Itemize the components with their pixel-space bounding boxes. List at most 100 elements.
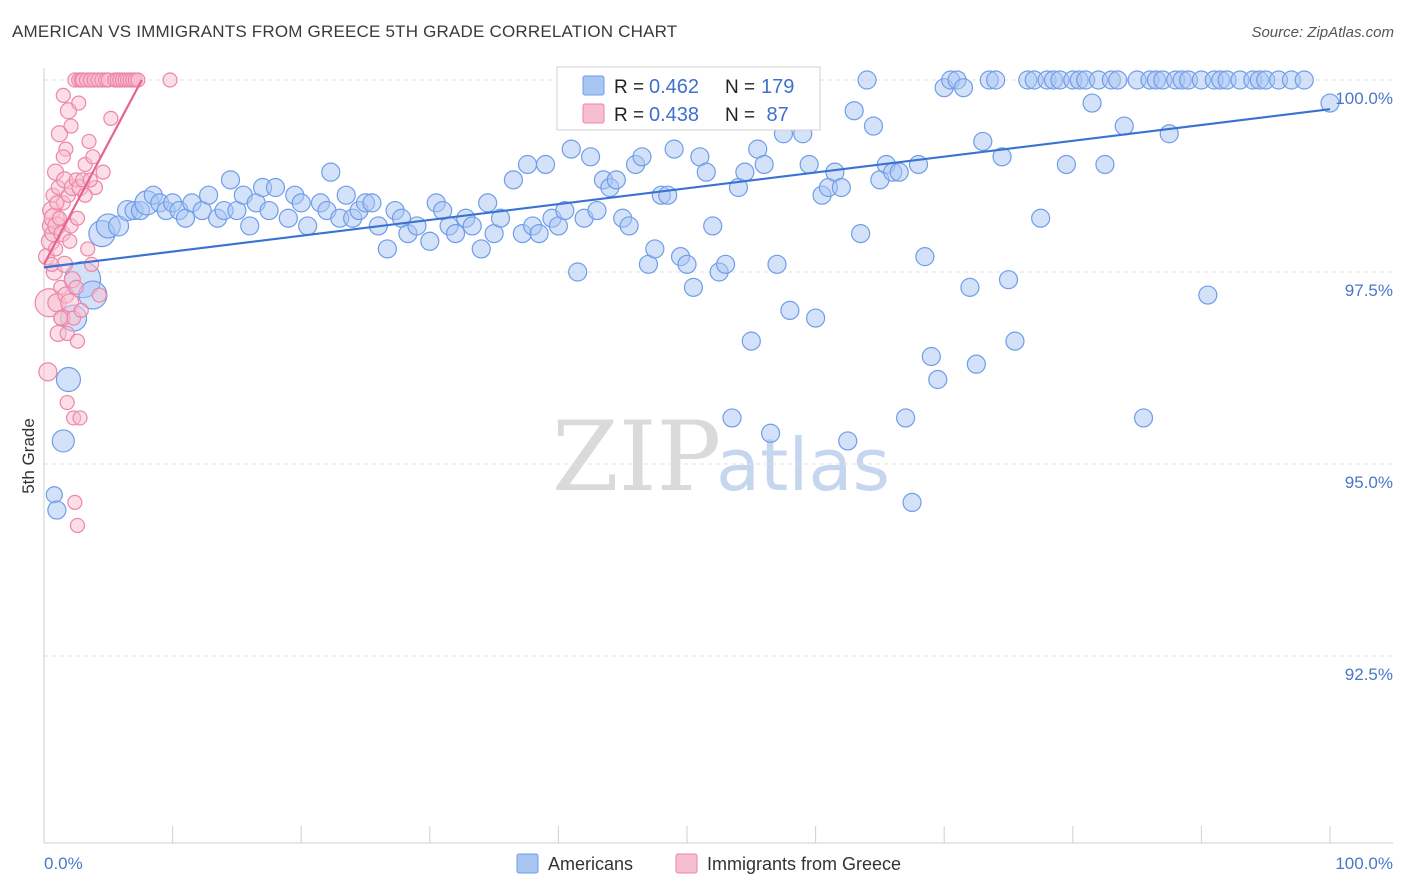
trendline-american: [43, 108, 1331, 269]
point-american-59: [471, 239, 491, 259]
x-tick-label-min: 0.0%: [44, 854, 83, 873]
point-american-31: [259, 200, 279, 221]
point-american-1: [47, 500, 67, 520]
series-legend: Americans Immigrants from Greece: [516, 853, 901, 874]
series-americans: [45, 70, 1340, 520]
point-american-47: [377, 239, 397, 259]
point-greece-46: [71, 95, 87, 111]
stats-legend: R = 0.462 N = 179 R = 0.438 N = 87: [556, 66, 821, 131]
bottom-legend-label-americans: Americans: [548, 854, 633, 874]
point-american-103: [760, 423, 781, 443]
point-greece-86: [55, 149, 71, 165]
point-american-22: [199, 185, 219, 205]
point-greece-63: [91, 287, 107, 303]
legend-n-label-greece: N =: [725, 105, 755, 126]
legend-r-value-americans: 0.462: [649, 76, 699, 98]
point-greece-80: [53, 310, 69, 326]
point-american-93: [696, 162, 716, 182]
point-greece-42: [68, 279, 84, 295]
point-american-81: [619, 216, 639, 236]
point-american-179: [1320, 93, 1340, 113]
point-american-83: [632, 147, 652, 167]
point-american-129: [928, 369, 948, 390]
legend-swatch-americans: [582, 75, 605, 96]
point-american-96: [715, 254, 736, 274]
point-greece-55: [80, 241, 96, 257]
point-american-91: [683, 277, 704, 297]
point-american-72: [561, 139, 581, 159]
point-american-41: [336, 185, 356, 205]
x-tick-label-max: 100.0%: [1335, 854, 1393, 873]
point-american-67: [529, 224, 549, 244]
point-american-62: [490, 208, 511, 228]
point-american-76: [587, 200, 607, 221]
point-american-127: [915, 247, 935, 267]
point-american-75: [580, 147, 601, 167]
point-american-159: [1133, 408, 1154, 428]
source-attribution: Source: ZipAtlas.com: [1251, 24, 1394, 41]
point-american-135: [966, 354, 986, 374]
point-american-154: [1095, 154, 1115, 175]
legend-r-label-americans: R =: [614, 77, 644, 98]
point-american-123: [889, 162, 909, 182]
point-american-45: [362, 193, 382, 213]
point-american-141: [1005, 331, 1025, 351]
point-greece-40: [67, 494, 83, 510]
point-greece-28: [59, 394, 75, 411]
point-american-63: [503, 170, 523, 190]
legend-n-value-americans: 179: [761, 76, 794, 98]
point-greece-1: [38, 362, 58, 382]
point-greece-83: [69, 210, 86, 226]
axes: [43, 68, 1393, 844]
bottom-legend-label-greece: Immigrants from Greece: [707, 854, 901, 874]
point-greece-17: [50, 125, 69, 143]
point-american-58: [462, 216, 482, 236]
legend-r-label-greece: R =: [614, 105, 644, 126]
point-american-157: [1114, 116, 1134, 136]
series-immigrants-from-greece: [34, 72, 178, 534]
point-american-36: [298, 216, 318, 236]
point-american-178: [1294, 70, 1314, 90]
point-american-138: [986, 70, 1006, 90]
point-american-88: [664, 139, 684, 159]
point-greece-31: [62, 233, 78, 249]
gridlines: [44, 79, 1393, 657]
legend-n-value-greece: 87: [761, 104, 789, 126]
point-american-148: [1056, 154, 1076, 175]
y-tick-labels: 100.0% 97.5% 95.0% 92.5%: [1335, 89, 1393, 684]
point-greece-56: [81, 133, 97, 150]
point-american-68: [535, 154, 556, 175]
y-tick-label-1: 97.5%: [1345, 281, 1393, 300]
point-greece-16: [51, 210, 68, 226]
point-greece-65: [95, 164, 111, 180]
point-american-25: [220, 170, 241, 190]
point-greece-33: [63, 118, 79, 134]
point-american-125: [902, 492, 922, 512]
point-american-116: [844, 101, 864, 121]
watermark-atlas: atlas: [716, 423, 890, 507]
point-american-52: [420, 231, 440, 251]
point-american-94: [703, 216, 723, 236]
point-american-109: [799, 154, 819, 175]
point-american-79: [606, 170, 626, 190]
point-greece-58: [83, 256, 100, 272]
chart-title: AMERICAN VS IMMIGRANTS FROM GREECE 5TH G…: [12, 22, 678, 41]
y-tick-label-2: 95.0%: [1345, 473, 1393, 492]
point-american-33: [278, 208, 298, 228]
point-greece-27: [59, 325, 75, 342]
point-american-2: [51, 429, 75, 453]
point-greece-22: [55, 87, 71, 103]
point-american-136: [973, 131, 993, 152]
y-tick-label-3: 92.5%: [1345, 665, 1393, 684]
point-american-156: [1108, 70, 1128, 90]
point-american-106: [780, 300, 800, 320]
point-american-119: [863, 116, 884, 136]
legend-n-label-americans: N =: [725, 77, 755, 98]
point-american-140: [998, 270, 1019, 290]
point-american-168: [1198, 285, 1218, 305]
point-american-99: [735, 162, 755, 182]
point-american-115: [838, 431, 858, 451]
y-tick-label-0: 100.0%: [1335, 89, 1393, 108]
point-american-124: [896, 408, 916, 428]
